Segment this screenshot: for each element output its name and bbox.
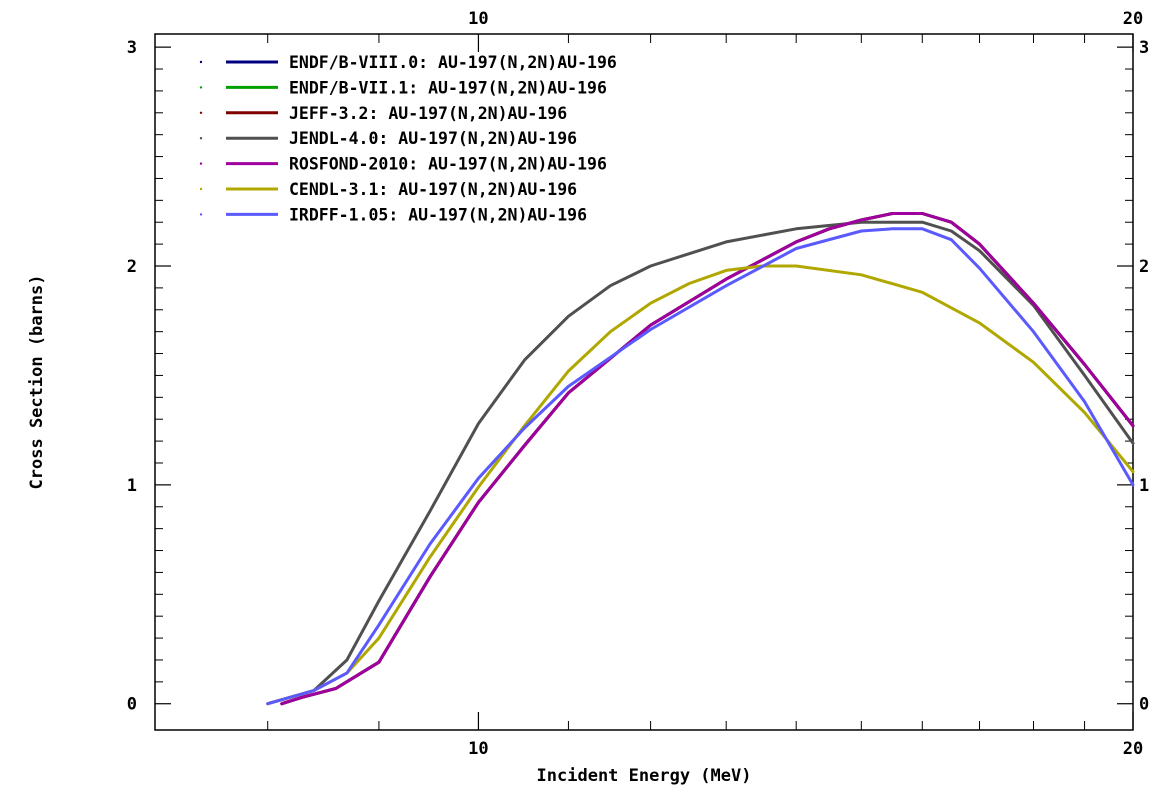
series-group [266,212,1135,706]
legend-dot [199,111,203,115]
legend-dot [199,162,203,165]
y-tick-label-left: 2 [127,257,137,277]
y-tick-label-left: 0 [127,695,137,715]
y-tick-label-right: 0 [1139,695,1149,715]
x-axis-title: Incident Energy (MeV) [537,766,752,786]
legend-label: CENDL-3.1: AU-197(N,2N)AU-196 [289,180,577,199]
legend-dot [199,60,203,64]
y-tick-label-right: 3 [1139,38,1149,58]
axis-tick-labels: 10 20 10 20 0 1 2 3 0 1 2 3 [127,9,1150,759]
legend: ENDF/B-VIII.0: AU-197(N,2N)AU-196 ENDF/B-… [199,53,617,224]
plot-frame [154,33,1134,731]
y-tick-label-left: 3 [127,38,137,58]
legend-dot [199,187,203,191]
legend-dot [199,86,203,89]
x-tick-label-bottom: 10 [468,739,488,759]
series-line-7 [266,227,1135,706]
axis-ticks [155,34,1134,730]
y-axis-title: Cross Section (barns) [27,275,47,490]
series-line-5 [280,212,1135,706]
legend-label: ENDF/B-VII.1: AU-197(N,2N)AU-196 [289,78,607,97]
x-tick-label-top: 20 [1123,9,1143,29]
legend-label: ROSFOND-2010: AU-197(N,2N)AU-196 [289,155,607,174]
y-tick-label-left: 1 [127,476,137,496]
legend-label: ENDF/B-VIII.0: AU-197(N,2N)AU-196 [289,53,617,72]
y-tick-label-right: 2 [1139,257,1149,277]
series-line-6 [266,264,1135,706]
y-tick-label-right: 1 [1139,476,1149,496]
series-line-1 [280,212,1135,706]
legend-label: IRDFF-1.05: AU-197(N,2N)AU-196 [289,205,587,224]
series-line-4 [266,220,1135,706]
series-line-3 [280,212,1135,706]
legend-label: JENDL-4.0: AU-197(N,2N)AU-196 [289,129,577,148]
x-tick-label-top: 10 [468,9,488,29]
legend-dot [199,137,203,140]
series-line-2 [280,212,1135,706]
legend-dot [199,213,203,216]
legend-label: JEFF-3.2: AU-197(N,2N)AU-196 [289,104,567,123]
x-tick-label-bottom: 20 [1123,739,1143,759]
